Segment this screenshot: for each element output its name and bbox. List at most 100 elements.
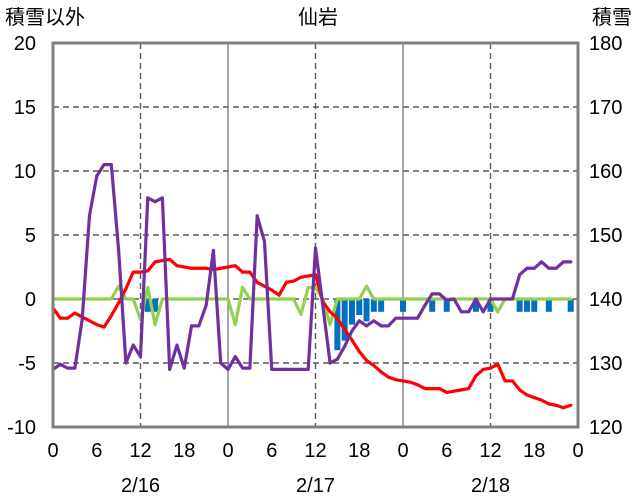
purple-series-point <box>87 214 91 218</box>
purple-series-point <box>437 292 441 296</box>
red-series-point <box>437 387 441 391</box>
green-series-point <box>58 297 62 301</box>
right-y-tick-label: 120 <box>589 417 622 439</box>
snow-depth-bar <box>378 299 385 312</box>
red-series-point <box>379 370 383 374</box>
red-series-point <box>569 403 573 407</box>
purple-series-point <box>153 200 157 204</box>
red-series-point <box>459 388 463 392</box>
purple-series-point <box>299 367 303 371</box>
purple-series-point <box>241 366 245 370</box>
green-series-point <box>299 312 303 316</box>
green-series-point <box>459 297 463 301</box>
purple-series-point <box>408 316 412 320</box>
green-series-point <box>430 297 434 301</box>
red-series-point <box>525 393 529 397</box>
red-series-point <box>168 257 172 261</box>
red-series-point <box>109 314 113 318</box>
purple-series-point <box>168 367 172 371</box>
x-tick-label: 0 <box>572 440 583 462</box>
purple-series-point <box>255 214 259 218</box>
green-series-point <box>197 297 201 301</box>
purple-series-point <box>73 366 77 370</box>
purple-series-point <box>160 196 164 200</box>
purple-series-point <box>335 357 339 361</box>
snow-depth-bar <box>523 299 530 312</box>
purple-series-point <box>452 297 456 301</box>
purple-series-point <box>430 292 434 296</box>
red-series-point <box>335 316 339 320</box>
red-series-point <box>117 301 121 305</box>
red-series-point <box>175 264 179 268</box>
purple-series-point <box>204 303 208 307</box>
red-series-point <box>474 374 478 378</box>
red-series-point <box>496 362 500 366</box>
left-axis-title: 積雪以外 <box>5 6 85 29</box>
snow-depth-bar <box>531 299 538 312</box>
snow-depth-bar <box>334 299 341 351</box>
purple-series-point <box>262 239 266 243</box>
x-tick-label: 6 <box>441 440 452 462</box>
red-series-point <box>226 265 230 269</box>
purple-series-point <box>219 361 223 365</box>
left-y-tick-label: 15 <box>14 97 36 119</box>
green-series-point <box>277 297 281 301</box>
red-series-point <box>467 387 471 391</box>
purple-series-point <box>95 174 99 178</box>
green-series-point <box>175 297 179 301</box>
red-series-point <box>554 403 558 407</box>
green-series-point <box>66 297 70 301</box>
purple-series-point <box>314 246 317 250</box>
red-series-point <box>58 316 62 320</box>
purple-series-point <box>58 362 62 366</box>
x-tick-label: 6 <box>91 440 102 462</box>
green-series-point <box>437 297 441 301</box>
left-y-tick-label: 5 <box>25 225 36 247</box>
red-series-point <box>445 390 449 394</box>
red-series-point <box>423 387 427 391</box>
purple-series-point <box>270 367 274 371</box>
red-series-point <box>182 265 186 269</box>
red-series-point <box>481 367 485 371</box>
green-series-point <box>408 297 412 301</box>
snow-depth-bar <box>370 299 377 312</box>
green-series-point <box>386 297 390 301</box>
right-axis-title: 積雪 <box>592 6 632 29</box>
purple-series-point <box>321 303 325 307</box>
red-series-point <box>160 259 164 263</box>
green-series-point <box>532 297 536 301</box>
chart-title: 仙岩 <box>298 6 338 29</box>
red-series-point <box>357 349 361 353</box>
purple-series-point <box>197 324 201 328</box>
red-series-point <box>284 280 288 284</box>
purple-series-point <box>350 329 354 333</box>
date-label: 2/17 <box>296 475 335 497</box>
snow-depth-bar <box>348 299 355 325</box>
purple-series-point <box>547 266 551 270</box>
purple-series-point <box>182 366 186 370</box>
red-series-point <box>131 270 135 274</box>
red-series-point <box>233 264 237 268</box>
green-series-point <box>124 297 128 301</box>
green-series-point <box>109 297 113 301</box>
purple-series-point <box>459 310 463 314</box>
right-y-tick-label: 180 <box>589 33 622 55</box>
green-series-point <box>226 297 230 301</box>
x-tick-label: 12 <box>129 440 151 462</box>
purple-series-point <box>328 361 332 365</box>
purple-series-point <box>233 355 237 359</box>
right-y-tick-label: 150 <box>589 225 622 247</box>
green-series-point <box>423 297 427 301</box>
purple-series-point <box>226 367 230 371</box>
snow-depth-bar <box>144 299 151 312</box>
red-series-point <box>386 375 390 379</box>
red-series-point <box>547 402 551 406</box>
purple-series-point <box>540 260 544 264</box>
left-y-tick-label: 0 <box>25 289 36 311</box>
red-series-point <box>190 266 194 270</box>
green-series-point <box>102 297 106 301</box>
green-series-point <box>306 285 310 289</box>
green-series-point <box>561 297 565 301</box>
red-series-point <box>197 266 201 270</box>
